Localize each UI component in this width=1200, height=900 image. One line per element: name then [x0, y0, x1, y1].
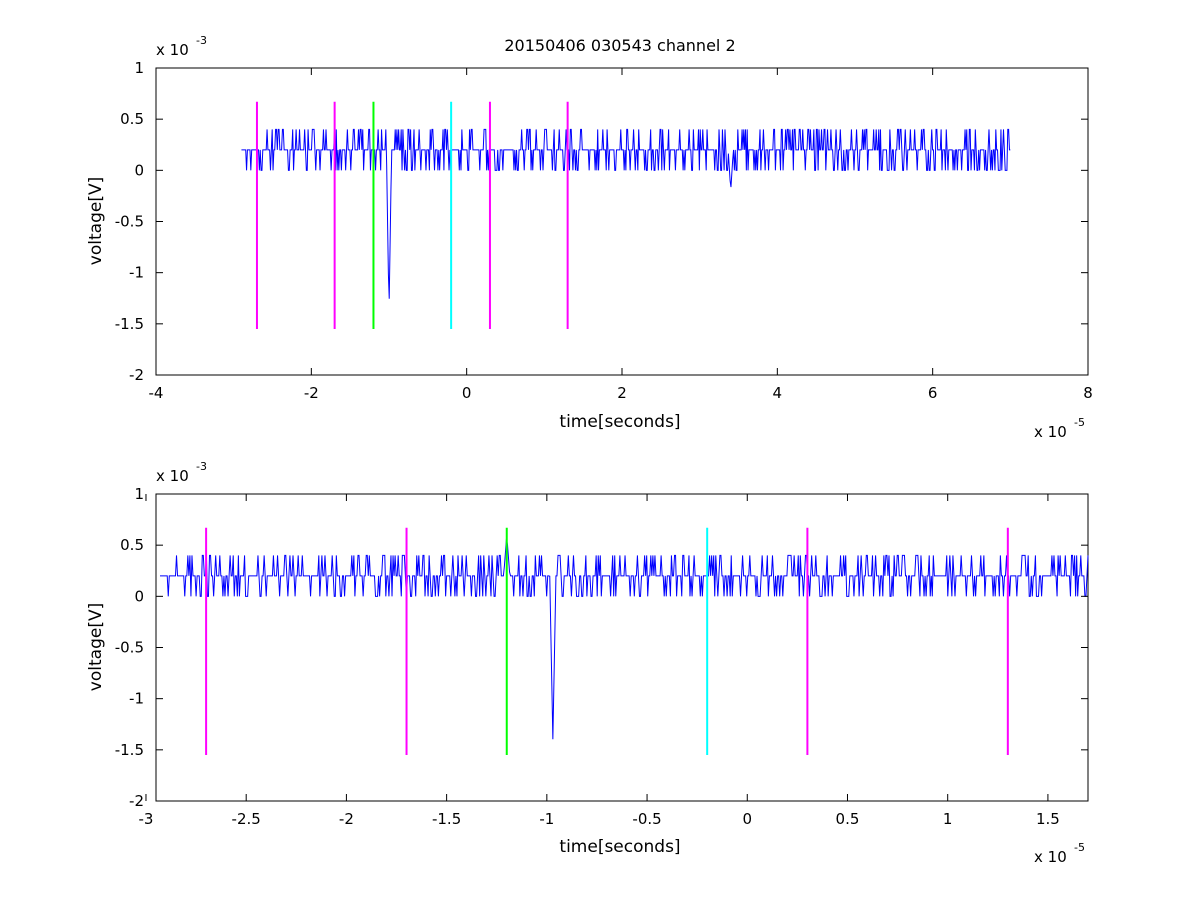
- x-exponent-power-1: -5: [1074, 416, 1085, 429]
- signal-layer-2: [160, 538, 1089, 740]
- signal-trace: [241, 128, 1011, 299]
- x-tick-label: 8: [1083, 384, 1093, 402]
- x-tick-label: -1.5: [432, 810, 461, 828]
- x-axis-label-1: time[seconds]: [559, 412, 680, 432]
- x-tick-label: 0: [742, 810, 752, 828]
- y-tick-label: -2: [129, 366, 144, 384]
- x-tick-label: 0: [462, 384, 472, 402]
- x-tick-label: 6: [928, 384, 938, 402]
- x-tick-label: 2: [617, 384, 627, 402]
- x-tick-label: -2.5: [232, 810, 261, 828]
- x-tick-label: -0.5: [632, 810, 661, 828]
- xtick-layer-2: -3 -2.5 -2 -1.5 -1 -0.5 0 0.5 1 1.5: [138, 494, 1060, 828]
- y-tick-label: 0.5: [120, 536, 144, 554]
- y-exponent-power-1: -3: [196, 34, 207, 47]
- y-axis-label-1: voltage[V]: [86, 177, 106, 265]
- x-axis-label-2: time[seconds]: [559, 837, 680, 857]
- y-exponent-label-1: x 10: [156, 41, 189, 59]
- axes-box-2: [155, 493, 1089, 802]
- marker-layer-2: [205, 527, 1009, 755]
- y-tick-label: 0: [134, 587, 144, 605]
- ytick-layer-2: -2 -1.5 -1 -0.5 0 0.5 1: [115, 485, 1088, 810]
- x-tick-label: -4: [149, 384, 164, 402]
- x-tick-label: -2: [304, 384, 319, 402]
- x-exponent-label-2: x 10: [1034, 848, 1067, 866]
- marker-layer-1: [255, 101, 569, 329]
- xtick-layer-1: -4 -2 0 2 4 6 8: [149, 68, 1093, 402]
- x-tick-label: -2: [339, 810, 354, 828]
- figure-title: 20150406 030543 channel 2: [504, 36, 735, 55]
- x-tick-label: 0.5: [836, 810, 860, 828]
- x-exponent-label-1: x 10: [1034, 423, 1067, 441]
- y-tick-label: 1: [134, 485, 144, 503]
- chart-panel-2: -3 -2.5 -2 -1.5 -1 -0.5 0 0.5 1 1.5 -2 -1.5 -1 -0.5 0…: [86, 460, 1089, 866]
- y-tick-label: -1.5: [115, 741, 144, 759]
- signal-trace: [160, 538, 1089, 740]
- ytick-layer-1: -2 -1.5 -1 -0.5 0 0.5 1: [115, 59, 1088, 384]
- y-tick-label: -2: [129, 792, 144, 810]
- y-tick-label: -1: [129, 264, 144, 282]
- x-tick-label: 1: [943, 810, 953, 828]
- y-exponent-power-2: -3: [196, 460, 207, 473]
- y-axis-label-2: voltage[V]: [86, 603, 106, 691]
- y-exponent-label-2: x 10: [156, 467, 189, 485]
- y-tick-label: 0: [134, 161, 144, 179]
- x-exponent-power-2: -5: [1074, 841, 1085, 854]
- y-tick-label: 1: [134, 59, 144, 77]
- y-tick-label: 0.5: [120, 110, 144, 128]
- y-tick-label: -1.5: [115, 315, 144, 333]
- x-tick-label: 1.5: [1036, 810, 1060, 828]
- axes-box-1: [155, 67, 1089, 376]
- x-tick-label: -3: [138, 810, 153, 828]
- y-tick-label: -1: [129, 690, 144, 708]
- x-tick-label: -1: [539, 810, 554, 828]
- x-tick-label: 4: [773, 384, 783, 402]
- y-tick-label: -0.5: [115, 639, 144, 657]
- y-tick-label: -0.5: [115, 213, 144, 231]
- signal-layer-1: [241, 128, 1011, 299]
- chart-panel-1: -4 -2 0 2 4 6 8 -2 -1.5 -1 -0.5 0 0.5 1 x 10 -3 x 10…: [86, 34, 1093, 441]
